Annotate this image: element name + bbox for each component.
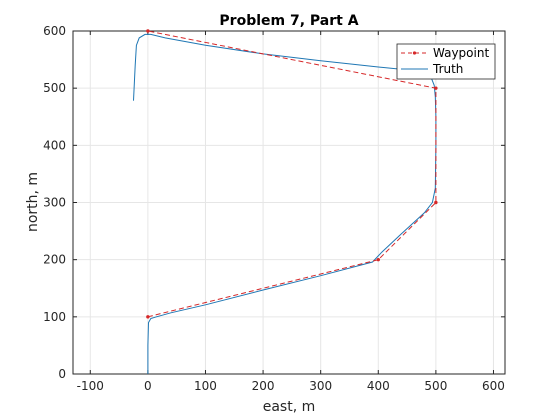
y-tick-label: 500 xyxy=(43,81,66,95)
x-tick-label: 0 xyxy=(144,379,152,393)
waypoint-marker xyxy=(376,257,380,262)
legend-box xyxy=(396,43,496,80)
waypoint-line xyxy=(147,30,437,318)
waypoint-marker xyxy=(434,200,438,205)
y-tick-label: 400 xyxy=(43,138,66,152)
waypoint-marker xyxy=(146,29,150,33)
y-tick-label: 300 xyxy=(43,196,66,210)
truth-line xyxy=(133,33,437,374)
waypoint-marker xyxy=(146,315,150,319)
chart-title: Problem 7, Part A xyxy=(219,13,358,29)
waypoint-marker xyxy=(434,86,438,90)
y-tick-label: 100 xyxy=(43,310,66,324)
x-axis-label: east, m xyxy=(263,399,316,415)
x-tick-label: 600 xyxy=(482,379,505,393)
y-tick-label: 0 xyxy=(58,367,66,381)
legend-waypoint-label: Waypoint xyxy=(433,46,489,60)
x-tick-label: 400 xyxy=(367,379,390,393)
legend-truth-label: Truth xyxy=(432,62,463,76)
x-tick-label: -100 xyxy=(77,379,104,393)
x-tick-label: 300 xyxy=(309,379,332,393)
x-tick-label: 500 xyxy=(424,379,447,393)
legend-waypoint-marker xyxy=(412,51,417,55)
series-layer xyxy=(133,29,438,374)
x-tick-label: 200 xyxy=(252,379,275,393)
y-tick-label: 600 xyxy=(43,24,66,38)
y-tick-label: 200 xyxy=(43,253,66,267)
y-axis-label: north, m xyxy=(25,172,41,232)
axes-box xyxy=(72,30,506,375)
x-tick-label: 100 xyxy=(194,379,217,393)
legend: Waypoint Truth xyxy=(396,43,496,80)
